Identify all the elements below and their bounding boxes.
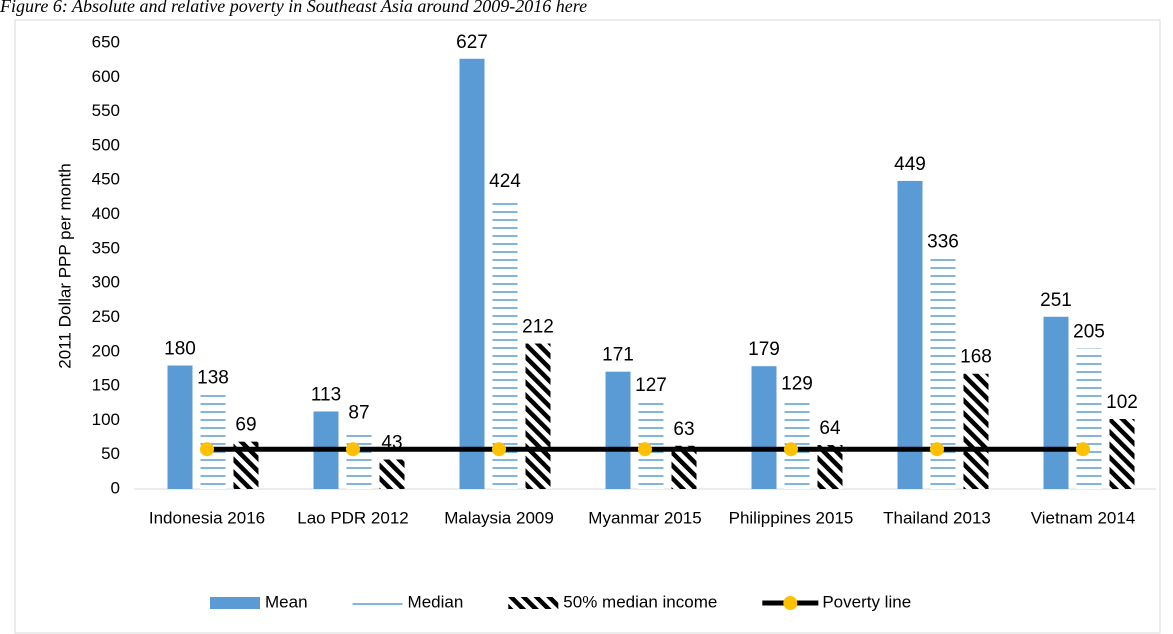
legend-label: Median: [408, 592, 464, 611]
legend-swatch: [783, 596, 798, 610]
line-marker: [638, 442, 652, 457]
value-label: 424: [489, 171, 521, 192]
chart-border: [14, 19, 1161, 634]
value-label: 179: [748, 339, 780, 360]
x-tick-label: Myanmar 2015: [588, 508, 701, 527]
bar: [671, 445, 697, 489]
value-label: 63: [673, 419, 694, 440]
legend-swatch: [210, 597, 260, 609]
legend-label: Poverty line: [822, 592, 911, 611]
line-marker: [930, 442, 944, 457]
value-label: 129: [781, 374, 813, 395]
bar: [346, 429, 372, 489]
value-label: 138: [197, 367, 229, 388]
y-tick-label: 650: [92, 32, 120, 51]
y-tick-label: 550: [92, 101, 120, 120]
y-tick-label: 250: [92, 307, 120, 326]
y-tick-label: 350: [92, 238, 120, 257]
x-tick-label: Philippines 2015: [729, 508, 854, 527]
bar: [167, 365, 193, 489]
y-tick-label: 0: [111, 478, 120, 497]
x-tick-label: Indonesia 2016: [149, 508, 265, 527]
x-tick-label: Vietnam 2014: [1031, 508, 1136, 527]
value-label: 168: [960, 347, 992, 368]
value-label: 69: [235, 415, 256, 436]
line-marker: [346, 442, 360, 457]
bar: [817, 445, 843, 489]
bar: [200, 394, 226, 489]
y-tick-label: 600: [92, 67, 120, 86]
value-label: 171: [602, 345, 634, 366]
bar: [963, 373, 989, 489]
y-tick-label: 450: [92, 170, 120, 189]
line-marker: [784, 442, 798, 457]
legend-swatch: [352, 597, 403, 609]
y-tick-label: 300: [92, 273, 120, 292]
value-label: 212: [522, 317, 554, 338]
bar: [751, 366, 777, 489]
legend-swatch: [508, 597, 559, 609]
legend-label: 50% median income: [563, 592, 717, 611]
y-tick-label: 200: [92, 341, 120, 360]
value-label: 627: [456, 32, 488, 53]
value-label: 180: [164, 339, 196, 360]
bar: [605, 371, 631, 489]
y-axis-title: 2011 Dollar PPP per month: [55, 163, 74, 368]
x-tick-label: Thailand 2013: [883, 508, 991, 527]
value-label: 336: [927, 231, 959, 252]
line-marker: [492, 442, 506, 457]
legend-label: Mean: [265, 592, 308, 611]
value-label: 449: [894, 154, 926, 175]
bar: [1076, 348, 1102, 489]
y-tick-label: 100: [92, 410, 120, 429]
value-label: 251: [1040, 290, 1072, 311]
bar: [459, 58, 485, 489]
bar: [1043, 316, 1069, 489]
y-tick-label: 150: [92, 376, 120, 395]
bar: [525, 343, 551, 489]
bar: [379, 459, 405, 489]
value-label: 64: [819, 418, 841, 439]
line-marker: [1076, 442, 1090, 457]
bar: [897, 180, 923, 489]
value-label: 127: [635, 375, 667, 396]
y-tick-label: 50: [101, 444, 120, 463]
bar: [1109, 419, 1135, 489]
y-tick-label: 400: [92, 204, 120, 223]
line-marker: [200, 442, 214, 457]
value-label: 205: [1073, 321, 1105, 342]
bar: [492, 198, 518, 489]
chart-title: Figure 6: Absolute and relative poverty …: [0, 0, 587, 16]
x-tick-label: Malaysia 2009: [444, 508, 554, 527]
value-label: 87: [348, 402, 369, 423]
y-tick-label: 500: [92, 135, 120, 154]
value-label: 113: [311, 384, 341, 405]
x-tick-label: Lao PDR 2012: [297, 508, 409, 527]
value-label: 102: [1106, 392, 1138, 413]
